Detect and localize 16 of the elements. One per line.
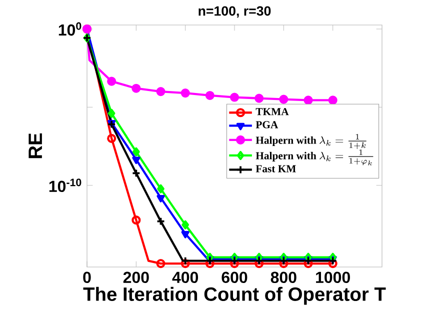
legend-label: $\mbox{\bfseries Halpern with }\lambda_k=\frac{1}{1+k}$ — [256, 134, 366, 150]
x-tick-label: 600 — [222, 272, 248, 284]
legend-label: Fast KM — [256, 165, 296, 172]
x-tick-label: 400 — [172, 272, 198, 284]
chart-title: n=100, r=30 — [198, 6, 271, 18]
y-tick-label: 10$^{0}$ — [58, 22, 82, 36]
x-tick-label: 0 — [83, 272, 91, 284]
legend-label: $\mbox{\bfseries Halpern with }\lambda_k=\frac{1}{1+\varphi_k}$ — [256, 150, 374, 166]
legend-label: PGA — [256, 121, 278, 128]
x-tick-label: 1000 — [316, 272, 350, 284]
y-tick-label: 10$^{-10}$ — [49, 178, 82, 192]
x-tick-label: 800 — [270, 272, 296, 284]
legend-label: TKMA — [256, 108, 289, 116]
y-axis-title: RE — [28, 133, 42, 158]
x-axis-title: The Iteration Count of Operator T — [83, 286, 386, 305]
x-tick-label: 200 — [123, 272, 149, 284]
